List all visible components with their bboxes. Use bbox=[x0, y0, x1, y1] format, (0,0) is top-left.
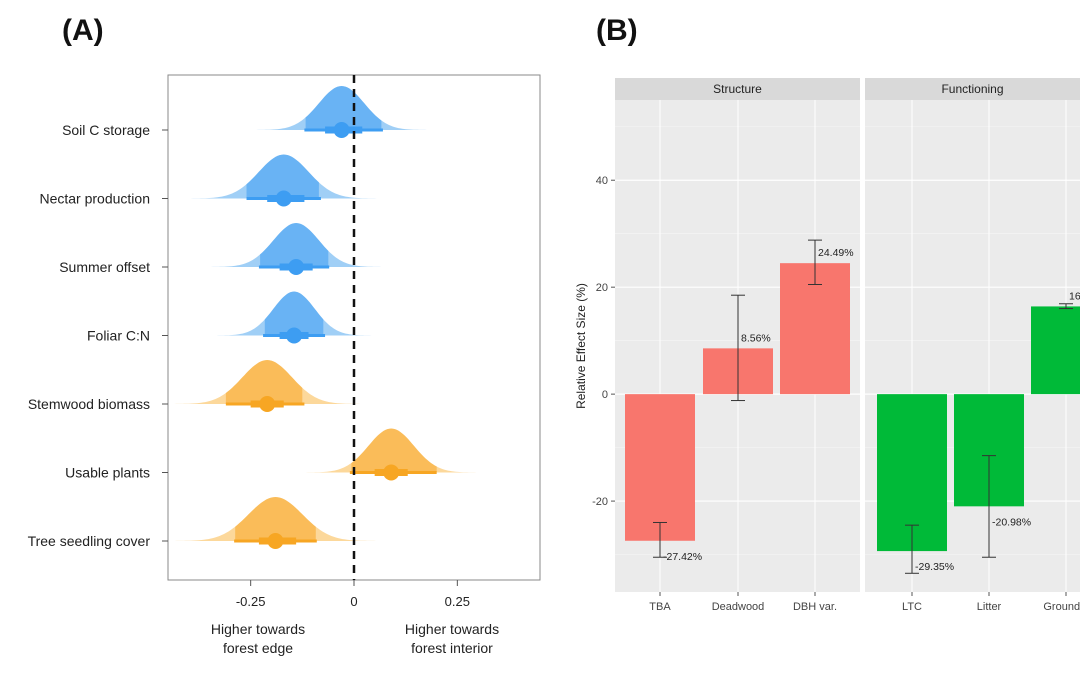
density-core-4 bbox=[225, 360, 303, 404]
category-label-1-2: Ground v bbox=[1043, 601, 1080, 613]
density-core-2 bbox=[260, 223, 329, 267]
row-label-1: Nectar production bbox=[39, 191, 150, 207]
mean-point-2 bbox=[288, 259, 305, 275]
data-label-1-0: -29.35% bbox=[915, 561, 954, 573]
data-label-0-2: 24.49% bbox=[818, 247, 854, 259]
data-label-0-1: 8.56% bbox=[741, 332, 771, 344]
row-label-6: Tree seedling cover bbox=[28, 533, 151, 549]
density-core-6 bbox=[235, 497, 316, 541]
caption-right-line1: Higher towards bbox=[405, 621, 499, 637]
x-tick-label-2: 0.25 bbox=[445, 594, 470, 609]
density-core-5 bbox=[351, 428, 437, 473]
category-label-0-0: TBA bbox=[649, 601, 671, 613]
y-axis-label: Relative Effect Size (%) bbox=[574, 283, 588, 409]
category-label-1-0: LTC bbox=[902, 601, 922, 613]
y-tick-label-1: 0 bbox=[602, 389, 608, 401]
caption-left-line1: Higher towards bbox=[211, 621, 305, 637]
y-tick-label-2: 20 bbox=[596, 282, 608, 294]
mean-point-5 bbox=[383, 464, 400, 481]
row-label-2: Summer offset bbox=[59, 259, 150, 275]
facet-title-0: Structure bbox=[713, 82, 762, 96]
density-core-0 bbox=[305, 86, 382, 130]
x-tick-label-1: 0 bbox=[350, 594, 357, 609]
bar-0-0 bbox=[625, 394, 695, 541]
row-label-3: Foliar C:N bbox=[87, 328, 150, 344]
data-label-1-2: 16 bbox=[1069, 290, 1080, 302]
facet-title-1: Functioning bbox=[941, 82, 1003, 96]
mean-point-6 bbox=[267, 533, 284, 549]
row-label-0: Soil C storage bbox=[62, 122, 150, 138]
density-core-3 bbox=[264, 291, 324, 336]
facet-strip-0 bbox=[615, 78, 860, 100]
row-label-5: Usable plants bbox=[65, 465, 150, 481]
caption-left-line2: forest edge bbox=[223, 640, 293, 656]
category-label-0-2: DBH var. bbox=[793, 601, 837, 613]
x-tick-label-0: -0.25 bbox=[236, 594, 266, 609]
y-tick-label-0: -20 bbox=[592, 496, 608, 508]
mean-point-0 bbox=[333, 122, 350, 138]
caption-right-line2: forest interior bbox=[411, 640, 493, 656]
data-label-0-0: -27.42% bbox=[663, 551, 702, 563]
bar-1-2 bbox=[1031, 306, 1080, 395]
category-label-0-1: Deadwood bbox=[712, 601, 765, 613]
density-core-1 bbox=[246, 154, 319, 199]
mean-point-4 bbox=[259, 396, 276, 412]
facet-strip-1 bbox=[865, 78, 1080, 100]
mean-point-3 bbox=[286, 327, 303, 344]
ridgeline-chart: Soil C storage Nectar production Summer of… bbox=[28, 74, 541, 656]
panel-b-label: (B) bbox=[596, 14, 638, 47]
mean-point-1 bbox=[275, 190, 292, 207]
panel-a-label: (A) bbox=[62, 14, 104, 47]
row-label-4: Stemwood biomass bbox=[28, 396, 150, 412]
y-tick-label-3: 40 bbox=[596, 175, 608, 187]
data-label-1-1: -20.98% bbox=[992, 516, 1031, 528]
category-label-1-1: Litter bbox=[977, 601, 1002, 613]
